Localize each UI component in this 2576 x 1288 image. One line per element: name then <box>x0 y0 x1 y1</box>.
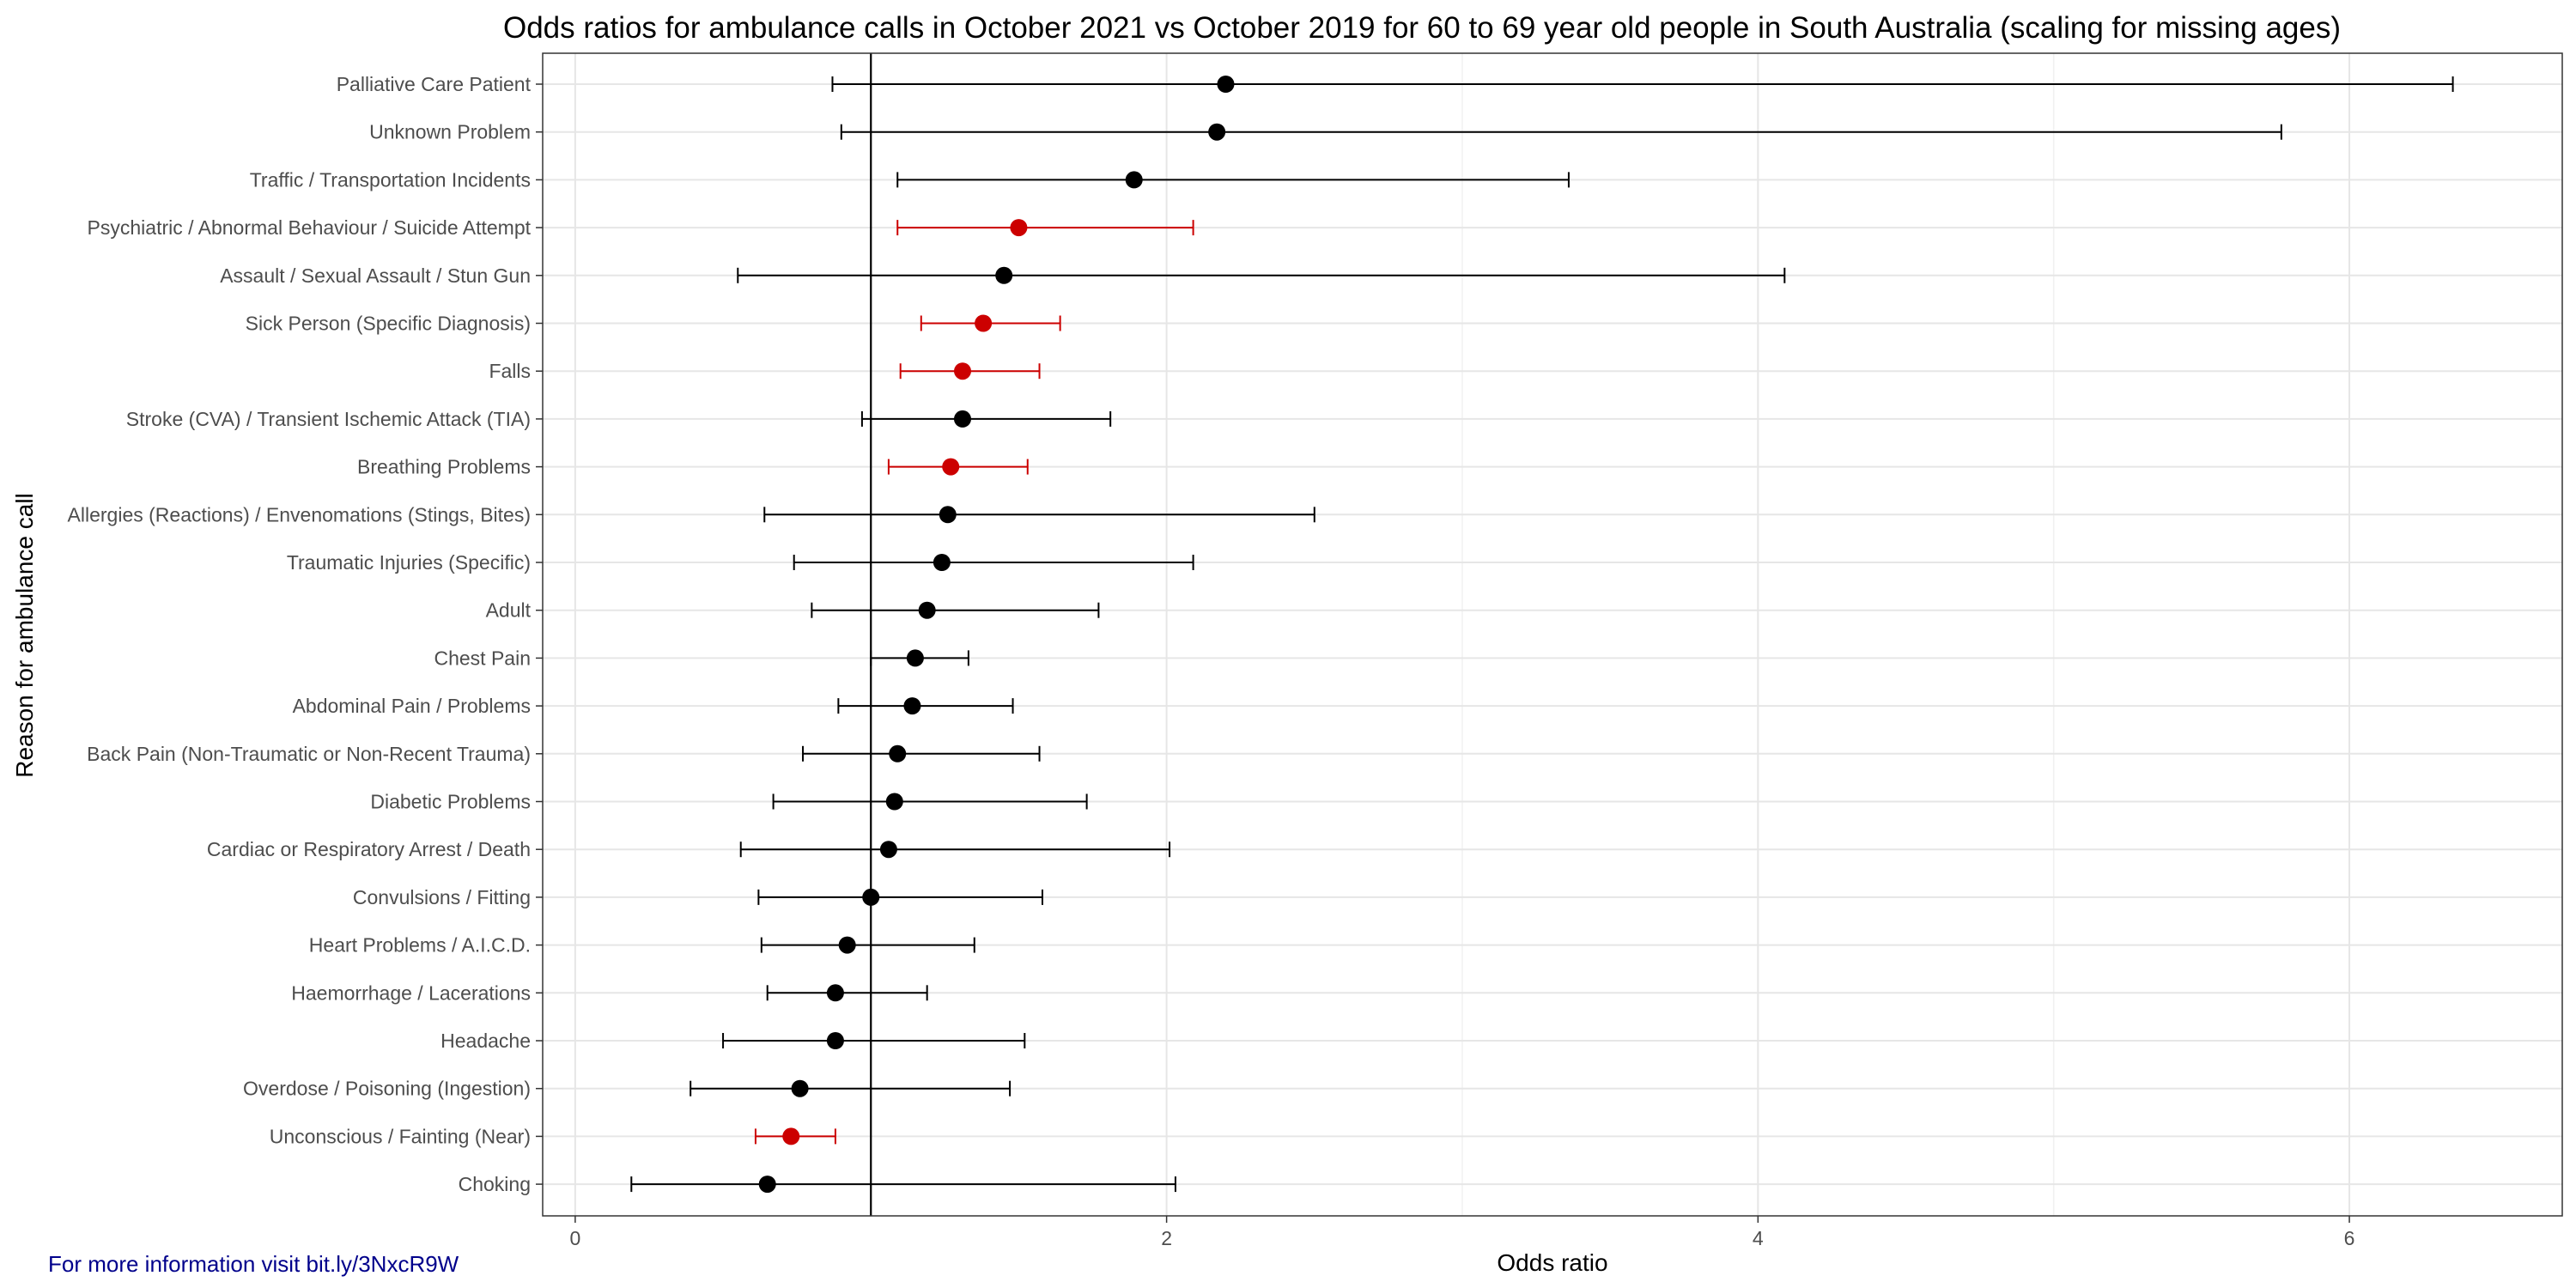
error-bar <box>831 76 2454 92</box>
point-estimate <box>1217 76 1235 93</box>
point-estimate <box>879 841 897 859</box>
point-estimate <box>885 793 903 811</box>
point-estimate <box>942 458 960 476</box>
point-estimate <box>838 936 856 954</box>
y-tick-label: Diabetic Problems <box>370 791 531 813</box>
x-axis-title: Odds ratio <box>1497 1249 1607 1276</box>
y-tick-label: Cardiac or Respiratory Arrest / Death <box>207 838 531 860</box>
error-bar <box>630 1176 1176 1193</box>
chart-title: Odds ratios for ambulance calls in Octob… <box>503 11 2341 45</box>
x-tick-label: 4 <box>1753 1227 1764 1249</box>
panel-border <box>542 52 2563 1217</box>
x-tick-label: 6 <box>2344 1227 2355 1249</box>
y-axis: Palliative Care Patient Unknown Problem Tr… <box>68 73 543 1195</box>
y-tick-label: Allergies (Reactions) / Envenomations (S… <box>68 503 531 526</box>
y-tick-label: Back Pain (Non-Traumatic or Non-Recent T… <box>87 743 531 765</box>
point-estimate <box>889 744 907 762</box>
point-estimate <box>826 1032 844 1049</box>
error-bar <box>766 985 928 1001</box>
y-tick-label: Falls <box>489 360 531 382</box>
y-tick-label: Choking <box>459 1173 531 1195</box>
point-estimate <box>862 888 880 906</box>
y-tick-label: Psychiatric / Abnormal Behaviour / Suici… <box>88 216 532 239</box>
y-tick-label: Headache <box>440 1030 531 1052</box>
point-estimate <box>933 554 951 571</box>
y-tick-label: Traffic / Transportation Incidents <box>250 168 531 191</box>
y-tick-label: Convulsions / Fitting <box>353 886 531 908</box>
point-estimate <box>758 1176 776 1194</box>
y-tick-label: Abdominal Pain / Problems <box>293 695 531 717</box>
point-estimate <box>826 984 844 1002</box>
x-tick-label: 2 <box>1161 1227 1172 1249</box>
point-estimate <box>791 1079 809 1097</box>
y-tick-label: Chest Pain <box>434 647 531 669</box>
point-estimate <box>782 1127 800 1145</box>
point-estimate <box>918 601 936 619</box>
y-tick-label: Assault / Sexual Assault / Stun Gun <box>220 264 531 287</box>
point-estimate <box>953 410 971 428</box>
point-estimate <box>906 649 924 667</box>
point-estimates <box>758 76 1235 1194</box>
y-tick-label: Stroke (CVA) / Transient Ischemic Attack… <box>126 408 531 430</box>
x-tick-label: 0 <box>569 1227 580 1249</box>
y-tick-label: Haemorrhage / Lacerations <box>291 981 531 1004</box>
error-bar <box>737 267 1786 283</box>
error-bar <box>757 889 1043 905</box>
x-axis: 0 2 4 6 <box>569 1216 2354 1249</box>
y-tick-label: Sick Person (Specific Diagnosis) <box>246 313 531 335</box>
y-tick-label: Palliative Care Patient <box>337 73 532 95</box>
point-estimate <box>975 314 993 332</box>
error-bar <box>763 507 1315 523</box>
error-bar <box>896 172 1570 188</box>
y-tick-label: Unconscious / Fainting (Near) <box>270 1125 531 1147</box>
point-estimate <box>953 362 971 380</box>
error-bar <box>896 220 1194 236</box>
point-estimate <box>939 506 957 524</box>
error-bar <box>793 555 1194 570</box>
point-estimate <box>1125 171 1143 189</box>
point-estimate <box>1010 219 1028 237</box>
error-bar <box>722 1033 1026 1048</box>
y-tick-label: Overdose / Poisoning (Ingestion) <box>243 1078 531 1100</box>
y-tick-label: Heart Problems / A.I.C.D. <box>309 934 531 957</box>
error-bar <box>860 410 1112 427</box>
y-tick-label: Breathing Problems <box>357 456 531 478</box>
y-tick-label: Unknown Problem <box>369 121 531 143</box>
error-bar <box>840 124 2282 140</box>
point-estimate <box>903 697 921 715</box>
footer-link[interactable]: For more information visit bit.ly/3NxcR9… <box>48 1251 459 1277</box>
y-tick-label: Adult <box>486 599 532 622</box>
error-bar <box>739 841 1171 858</box>
error-bar <box>837 698 1014 714</box>
error-bar <box>690 1080 1012 1097</box>
error-bar <box>772 793 1088 810</box>
point-estimate <box>995 266 1013 284</box>
error-bar <box>760 937 975 953</box>
y-tick-label: Traumatic Injuries (Specific) <box>287 551 531 574</box>
error-bar <box>811 602 1100 618</box>
point-estimate <box>1208 123 1226 141</box>
error-bar <box>802 745 1041 762</box>
y-axis-title: Reason for ambulance call <box>11 493 38 778</box>
